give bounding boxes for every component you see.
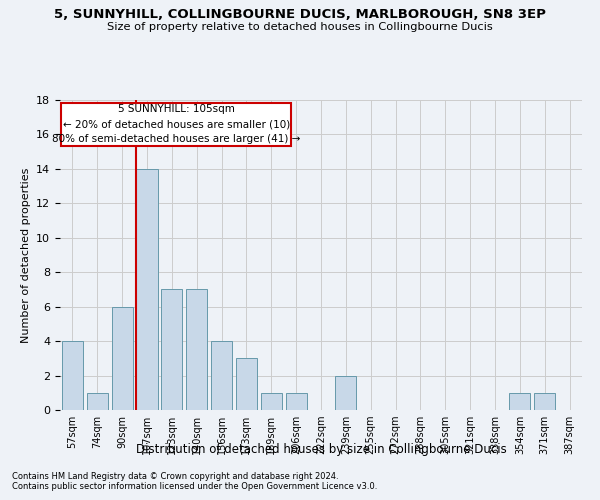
Text: 5 SUNNYHILL: 105sqm
← 20% of detached houses are smaller (10)
80% of semi-detach: 5 SUNNYHILL: 105sqm ← 20% of detached ho… [52,104,301,144]
Bar [112,306,133,410]
Text: Contains public sector information licensed under the Open Government Licence v3: Contains public sector information licen… [12,482,377,491]
Text: Size of property relative to detached houses in Collingbourne Ducis: Size of property relative to detached ho… [107,22,493,32]
FancyBboxPatch shape [61,102,291,146]
Text: Contains HM Land Registry data © Crown copyright and database right 2024.: Contains HM Land Registry data © Crown c… [12,472,338,481]
Bar [62,341,83,410]
Text: Distribution of detached houses by size in Collingbourne Ducis: Distribution of detached houses by size … [136,442,506,456]
Bar [236,358,257,410]
Bar [261,393,282,410]
Bar [136,169,158,410]
Bar [161,290,182,410]
Y-axis label: Number of detached properties: Number of detached properties [20,168,31,342]
Text: 5, SUNNYHILL, COLLINGBOURNE DUCIS, MARLBOROUGH, SN8 3EP: 5, SUNNYHILL, COLLINGBOURNE DUCIS, MARLB… [54,8,546,20]
Bar [286,393,307,410]
Bar [335,376,356,410]
Bar [211,341,232,410]
Bar [534,393,555,410]
Bar [87,393,108,410]
Bar [186,290,207,410]
Bar [509,393,530,410]
